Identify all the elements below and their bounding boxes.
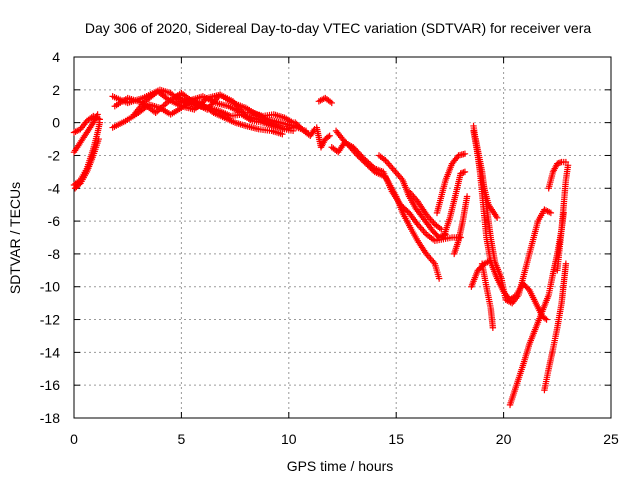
series-sat-z <box>541 260 570 394</box>
data-point <box>487 257 494 264</box>
chart-title: Day 306 of 2020, Sidereal Day-to-day VTE… <box>85 20 591 36</box>
y-tick-label: -8 <box>48 246 61 262</box>
data-point <box>296 123 303 130</box>
series-sat-d <box>71 135 102 192</box>
data-point <box>365 163 373 170</box>
plot-frame <box>73 56 612 419</box>
series-sat-q <box>433 150 469 217</box>
x-tick-label: 10 <box>281 431 297 447</box>
data-point <box>162 100 169 108</box>
series-sat-l <box>313 124 333 151</box>
data-point <box>364 161 371 169</box>
data-point <box>362 160 370 167</box>
data-point <box>279 130 286 138</box>
data-point <box>370 167 377 174</box>
data-point <box>294 122 302 129</box>
data-point <box>360 157 367 165</box>
data-point <box>368 165 376 173</box>
y-tick-label: 4 <box>52 49 60 65</box>
y-tick-label: -12 <box>40 312 60 328</box>
data-point <box>461 150 469 158</box>
data-point <box>328 99 335 107</box>
data-point <box>289 124 297 131</box>
series-sat-n <box>332 127 443 282</box>
data-point <box>562 158 570 166</box>
series-sat-i <box>173 93 297 133</box>
y-tick-label: -6 <box>48 213 61 229</box>
data-point <box>562 260 570 267</box>
data-point <box>94 111 101 118</box>
data-point <box>297 124 305 132</box>
data-point <box>564 162 572 169</box>
data-point <box>357 154 364 162</box>
y-tick-label: 2 <box>52 82 60 98</box>
data-point <box>324 133 332 141</box>
series-sat-j <box>292 119 318 139</box>
y-tick-label: -4 <box>48 180 61 196</box>
series-sat-p <box>405 188 445 233</box>
data-point <box>493 214 501 222</box>
data-point <box>96 119 103 126</box>
y-axis-title: SDTVAR / TECUs <box>7 182 23 294</box>
x-tick-label: 0 <box>70 431 78 447</box>
data-point <box>367 164 374 171</box>
data-point <box>292 119 299 126</box>
series-sat-v <box>472 135 555 307</box>
data-point <box>547 209 555 217</box>
y-tick-label: -18 <box>40 410 60 426</box>
x-tick-label: 25 <box>603 431 619 447</box>
data-point <box>355 153 363 161</box>
grid <box>74 57 611 418</box>
data-point <box>543 316 550 323</box>
data-point <box>293 120 300 128</box>
y-tick-label: -14 <box>40 344 60 360</box>
data-point <box>541 315 549 322</box>
data-point <box>461 168 469 176</box>
data-point <box>95 135 102 143</box>
x-tick-label: 5 <box>178 431 186 447</box>
data-points <box>70 86 572 409</box>
series-sat-o <box>375 152 449 241</box>
data-point <box>361 159 368 166</box>
data-point <box>489 324 497 331</box>
data-point <box>354 152 361 159</box>
data-point <box>435 275 443 282</box>
y-tick-label: -10 <box>40 279 60 295</box>
series-sat-s <box>450 193 471 258</box>
y-axis: -18 -16 -14 -12 -10 -8 -6 -4 -2 0 2 4 <box>40 49 611 426</box>
series-sat-b <box>70 111 101 156</box>
data-point <box>326 132 333 139</box>
y-tick-label: -2 <box>48 147 61 163</box>
y-tick-label: -16 <box>40 377 60 393</box>
x-tick-label: 15 <box>388 431 404 447</box>
series-sat-r <box>440 168 469 241</box>
data-point <box>358 156 366 163</box>
data-point <box>403 206 410 214</box>
series-sat-x <box>478 260 497 331</box>
series-sat-k <box>315 94 335 107</box>
data-point <box>450 250 458 258</box>
y-tick-label: 0 <box>52 115 60 131</box>
x-axis-title: GPS time / hours <box>287 458 394 474</box>
x-tick-label: 20 <box>496 431 512 447</box>
series-sat-aa <box>545 158 570 192</box>
x-axis: 0 5 10 15 20 25 <box>70 57 619 447</box>
series-sat-ab <box>554 162 572 274</box>
